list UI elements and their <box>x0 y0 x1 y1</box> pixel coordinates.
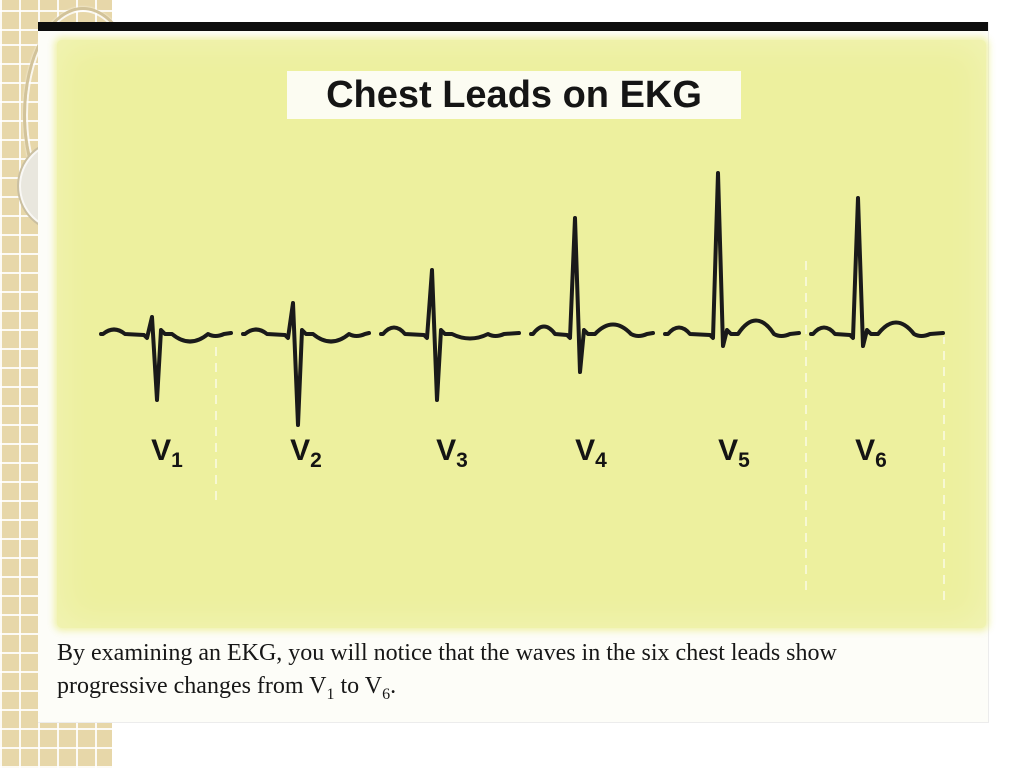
caption-line-2-end: . <box>390 673 397 699</box>
caption-line-2-pre: progressive changes from V <box>57 673 327 699</box>
figure-title: Chest Leads on EKG <box>287 71 741 119</box>
caption-text: By examining an EKG, you will notice tha… <box>57 637 957 703</box>
caption-line-1: By examining an EKG, you will notice tha… <box>57 640 837 666</box>
scan-artifact-line <box>805 255 807 590</box>
template-grid-block-bottom <box>0 722 112 768</box>
scan-artifact-line <box>215 345 217 500</box>
scan-artifact-line <box>943 337 945 600</box>
caption-sub-6: 6 <box>382 686 391 703</box>
caption-sub-1: 1 <box>326 686 335 703</box>
top-black-bar <box>38 22 988 31</box>
caption-line-2-mid: to V <box>334 673 383 699</box>
ekg-figure-panel <box>57 40 986 628</box>
